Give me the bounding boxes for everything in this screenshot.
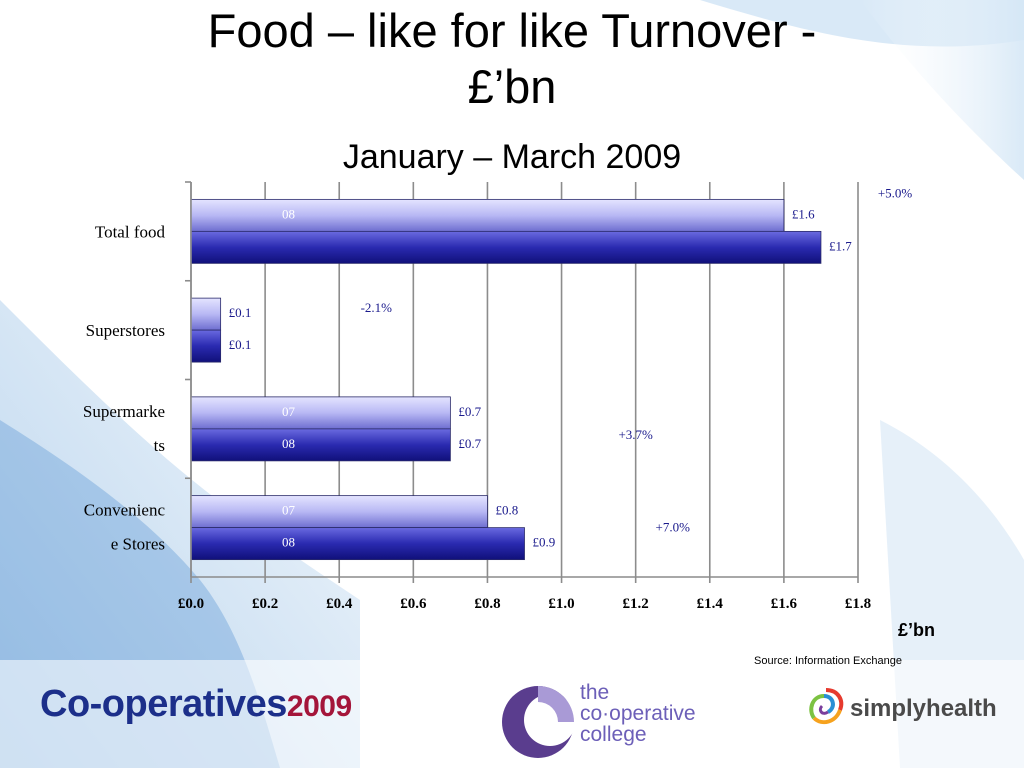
chart-bars xyxy=(190,198,822,561)
title-line1: Food – like for like Turnover - xyxy=(207,4,817,57)
x-tick-label: £1.4 xyxy=(697,596,724,612)
bar-year-label: 08 xyxy=(282,206,295,221)
bar-year-label: 08 xyxy=(282,436,295,451)
logo-main-text: Co-operatives xyxy=(40,683,287,725)
data-label: £0.8 xyxy=(495,503,518,518)
logo-year-text: 2009 xyxy=(286,690,352,723)
category-label: Convenienc xyxy=(84,501,166,520)
college-line3: college xyxy=(580,723,647,746)
change-label: -2.1% xyxy=(361,300,393,315)
bar xyxy=(190,329,222,363)
bar xyxy=(190,230,822,264)
bar xyxy=(190,297,222,331)
category-label: Supermarke xyxy=(83,402,165,421)
x-tick-label: £0.2 xyxy=(252,596,278,612)
bar xyxy=(190,495,488,529)
data-label: £0.1 xyxy=(229,337,252,352)
change-label: +7.0% xyxy=(656,520,691,535)
x-tick-label: £1.8 xyxy=(845,596,871,612)
source-note: Source: Information Exchange xyxy=(754,655,902,667)
simplyhealth-swirl-icon xyxy=(809,688,844,725)
x-tick-label: £1.6 xyxy=(771,596,798,612)
bar xyxy=(190,428,451,462)
bar xyxy=(190,396,451,430)
x-unit-label: £’bn xyxy=(898,620,936,640)
x-tick-label: £0.0 xyxy=(178,596,204,612)
data-label: £0.1 xyxy=(229,305,252,320)
college-line1: the xyxy=(580,681,610,704)
chart-axes: £0.0 £0.2 £0.4 £0.6 £0.8 £1.0 £1.2 £1.4 £1.6 £1.8 xyxy=(178,181,871,612)
cooperatives-2009-logo: Co-operatives2009 xyxy=(40,683,352,726)
bar-year-label: 08 xyxy=(282,535,295,550)
data-label: £0.9 xyxy=(533,535,556,550)
chart-labels: Total food £1.6 08 £1.7 +5.0% Superstores £0.1… xyxy=(83,185,913,553)
college-crescent-icon xyxy=(502,686,574,758)
change-label: +5.0% xyxy=(878,185,913,200)
change-label: +3.7% xyxy=(618,427,653,442)
title-line2: £’bn xyxy=(467,60,557,113)
data-label: £0.7 xyxy=(458,404,481,419)
simplyhealth-text: simplyhealth xyxy=(850,695,997,722)
data-label: £1.7 xyxy=(829,238,852,253)
simplyhealth-logo: simplyhealth xyxy=(806,686,1006,736)
x-tick-label: £1.0 xyxy=(548,596,574,612)
category-label: Superstores xyxy=(86,321,165,340)
subtitle: January – March 2009 xyxy=(342,138,682,176)
cooperative-college-logo: the co·operative college xyxy=(498,680,728,760)
bar xyxy=(190,527,525,561)
category-label: e Stores xyxy=(111,535,165,554)
x-tick-label: £0.8 xyxy=(474,596,500,612)
x-tick-label: £0.4 xyxy=(326,596,353,612)
data-label: £0.7 xyxy=(458,436,481,451)
category-label: ts xyxy=(154,436,165,455)
data-label: £1.6 xyxy=(792,206,815,221)
college-line2: co·operative xyxy=(580,702,696,725)
bar-year-label: 07 xyxy=(282,404,296,419)
category-label: Total food xyxy=(95,222,166,241)
bar-year-label: 07 xyxy=(282,503,296,518)
x-tick-label: £0.6 xyxy=(400,596,427,612)
x-tick-label: £1.2 xyxy=(623,596,649,612)
bar xyxy=(190,198,785,232)
